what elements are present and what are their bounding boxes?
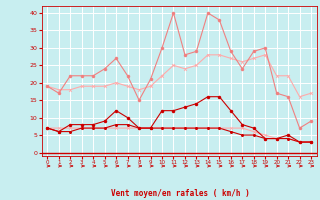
Text: Vent moyen/en rafales ( km/h ): Vent moyen/en rafales ( km/h ) <box>111 189 250 198</box>
